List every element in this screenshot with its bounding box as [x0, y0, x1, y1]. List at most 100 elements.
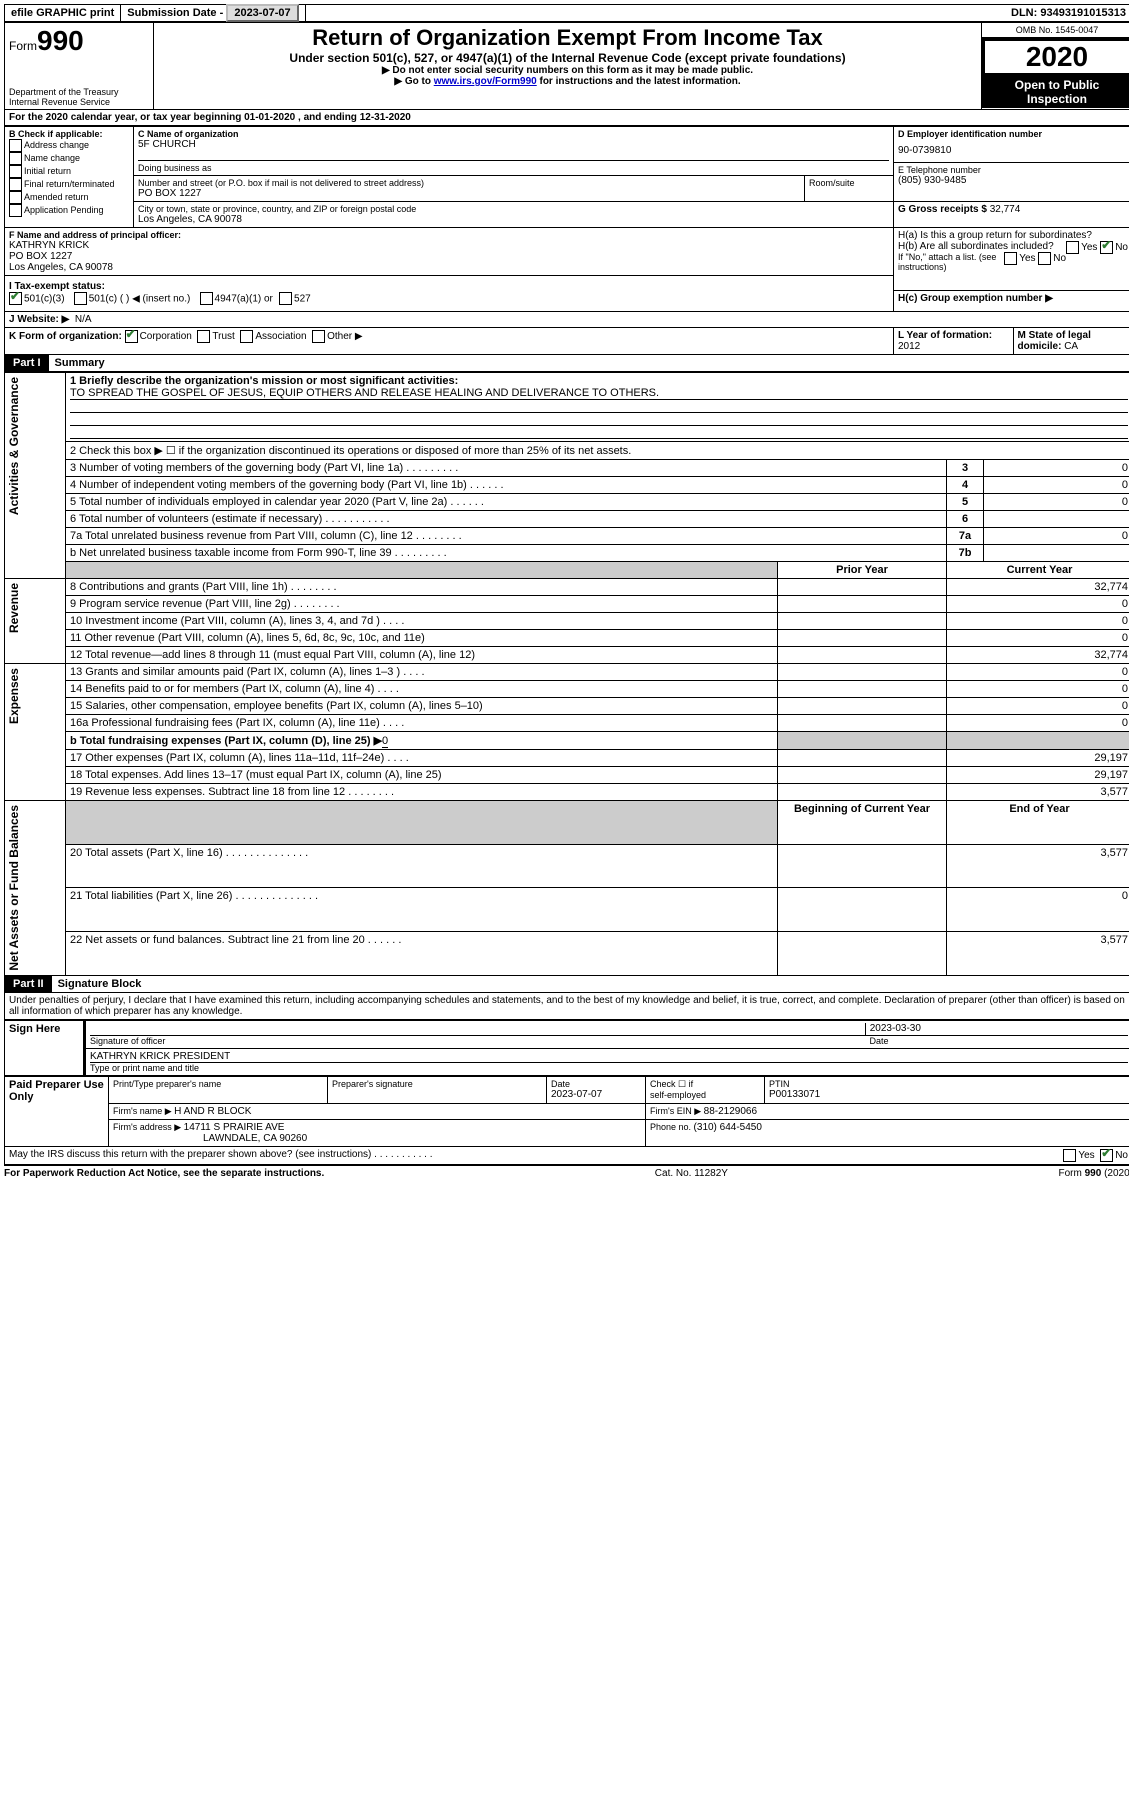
- part-ii-label: Part II: [5, 976, 52, 992]
- line-9: 9 Program service revenue (Part VIII, li…: [66, 596, 778, 613]
- preparer-name-label: Print/Type preparer's name: [113, 1079, 323, 1089]
- line-13-current: 0: [947, 664, 1129, 681]
- line-3: 3 Number of voting members of the govern…: [66, 460, 947, 477]
- line-7b: b Net unrelated business taxable income …: [66, 545, 947, 562]
- submission-date-button[interactable]: 2023-07-07: [226, 4, 298, 22]
- line-7b-num: 7b: [947, 545, 984, 562]
- omb-label: OMB No.: [1016, 25, 1056, 35]
- dept-irs: Internal Revenue Service: [9, 97, 149, 107]
- street-label: Number and street (or P.O. box if mail i…: [138, 178, 800, 188]
- line-1-label: 1 Briefly describe the organization's mi…: [70, 375, 1128, 387]
- line-6: 6 Total number of volunteers (estimate i…: [66, 511, 947, 528]
- firm-addr-label: Firm's address ▶: [113, 1122, 184, 1132]
- website-label: J Website: ▶: [9, 314, 69, 325]
- line-10-current: 0: [947, 613, 1129, 630]
- chk-corporation[interactable]: [125, 330, 138, 343]
- line-2: 2 Check this box ▶ ☐ if the organization…: [66, 442, 1129, 460]
- form-subtitle-1: Under section 501(c), 527, or 4947(a)(1)…: [158, 51, 977, 65]
- chk-association[interactable]: [240, 330, 253, 343]
- line-18: 18 Total expenses. Add lines 13–17 (must…: [66, 767, 778, 784]
- chk-discuss-yes[interactable]: [1063, 1149, 1076, 1162]
- chk-address-change[interactable]: [9, 139, 22, 152]
- h-b-label: H(b) Are all subordinates included?: [898, 241, 1054, 252]
- dln-value: 93493191015313: [1040, 7, 1126, 19]
- chk-527[interactable]: [279, 292, 292, 305]
- line-21-eoy: 0: [947, 888, 1129, 932]
- city-label: City or town, state or province, country…: [138, 204, 889, 214]
- line-14-current: 0: [947, 681, 1129, 698]
- firm-phone: (310) 644-5450: [694, 1122, 762, 1133]
- state-domicile: CA: [1064, 341, 1078, 352]
- cat-no: Cat. No. 11282Y: [655, 1168, 728, 1179]
- section-expenses: Expenses: [5, 664, 23, 728]
- line-11-current: 0: [947, 630, 1129, 647]
- firm-ein: 88-2129066: [704, 1106, 757, 1117]
- officer-label: F Name and address of principal officer:: [9, 230, 889, 240]
- room-label: Room/suite: [805, 176, 894, 202]
- line-1-text: TO SPREAD THE GOSPEL OF JESUS, EQUIP OTH…: [70, 387, 1128, 400]
- chk-discuss-no[interactable]: [1100, 1149, 1113, 1162]
- state-domicile-label: M State of legal domicile:: [1018, 330, 1091, 352]
- chk-final-return[interactable]: [9, 178, 22, 191]
- ein-label: D Employer identification number: [898, 129, 1128, 139]
- prep-date-label: Date: [551, 1079, 641, 1089]
- line-4: 4 Number of independent voting members o…: [66, 477, 947, 494]
- paperwork-notice: For Paperwork Reduction Act Notice, see …: [4, 1168, 324, 1179]
- irs-link[interactable]: www.irs.gov/Form990: [434, 76, 537, 87]
- line-6-num: 6: [947, 511, 984, 528]
- firm-ein-label: Firm's EIN ▶: [650, 1106, 704, 1116]
- boy-header: Beginning of Current Year: [778, 801, 947, 845]
- form-title: Return of Organization Exempt From Incom…: [158, 25, 977, 51]
- chk-501c[interactable]: [74, 292, 87, 305]
- section-revenue: Revenue: [5, 579, 23, 637]
- h-a-label: H(a) Is this a group return for subordin…: [898, 230, 1092, 241]
- chk-ha-no[interactable]: [1100, 241, 1113, 254]
- chk-501c3[interactable]: [9, 292, 22, 305]
- line-a-begin: 01-01-2020: [244, 112, 295, 123]
- line-a-mid: , and ending: [298, 112, 360, 123]
- line-12: 12 Total revenue—add lines 8 through 11 …: [66, 647, 778, 664]
- tax-exempt-label: I Tax-exempt status:: [9, 281, 105, 292]
- line-9-current: 0: [947, 596, 1129, 613]
- chk-trust[interactable]: [197, 330, 210, 343]
- line-a-end: 12-31-2020: [360, 112, 411, 123]
- gross-label: G Gross receipts $: [898, 204, 990, 215]
- chk-other[interactable]: [312, 330, 325, 343]
- chk-hb-yes[interactable]: [1004, 252, 1017, 265]
- line-15: 15 Salaries, other compensation, employe…: [66, 698, 778, 715]
- part-i-label: Part I: [5, 355, 49, 371]
- line-5-num: 5: [947, 494, 984, 511]
- self-employed-pre: Check ☐ if: [650, 1079, 693, 1089]
- section-net-assets: Net Assets or Fund Balances: [5, 801, 23, 975]
- section-b-label: B Check if applicable:: [9, 129, 129, 139]
- type-print-label: Type or print name and title: [90, 1063, 1128, 1073]
- chk-initial-return[interactable]: [9, 165, 22, 178]
- org-name: 5F CHURCH: [138, 139, 889, 150]
- chk-application-pending[interactable]: [9, 204, 22, 217]
- omb-number: 1545-0047: [1055, 25, 1098, 35]
- line-21: 21 Total liabilities (Part X, line 26) .…: [66, 888, 778, 932]
- line-5-val: 0: [984, 494, 1129, 511]
- eoy-header: End of Year: [947, 801, 1129, 845]
- chk-4947[interactable]: [200, 292, 213, 305]
- line-6-val: [984, 511, 1129, 528]
- form-org-label: K Form of organization:: [9, 331, 122, 342]
- chk-ha-yes[interactable]: [1066, 241, 1079, 254]
- line-5: 5 Total number of individuals employed i…: [66, 494, 947, 511]
- chk-amended-return[interactable]: [9, 191, 22, 204]
- goto-post: for instructions and the latest informat…: [537, 76, 741, 87]
- discuss-question: May the IRS discuss this return with the…: [9, 1149, 371, 1160]
- sign-date-label: Date: [866, 1036, 1129, 1046]
- ptin-value: P00133071: [769, 1089, 1128, 1100]
- line-7a-num: 7a: [947, 528, 984, 545]
- gross-value: 32,774: [990, 204, 1021, 215]
- signature-label: Signature of officer: [90, 1036, 866, 1046]
- line-22-eoy: 3,577: [947, 931, 1129, 975]
- form-subtitle-2: ▶ Do not enter social security numbers o…: [158, 65, 977, 76]
- chk-name-change[interactable]: [9, 152, 22, 165]
- chk-hb-no[interactable]: [1038, 252, 1051, 265]
- website-value: N/A: [75, 314, 92, 325]
- line-8-current: 32,774: [947, 579, 1129, 596]
- year-formation-label: L Year of formation:: [898, 330, 992, 341]
- preparer-sig-label: Preparer's signature: [332, 1079, 542, 1089]
